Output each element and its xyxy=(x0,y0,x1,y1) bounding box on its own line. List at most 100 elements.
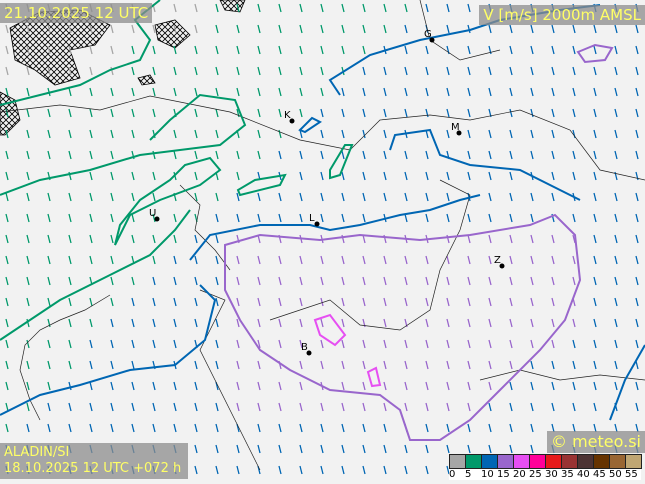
wind-barb xyxy=(635,339,639,349)
legend-swatch xyxy=(465,454,482,469)
wind-barb xyxy=(320,150,324,160)
wind-barb xyxy=(635,276,639,286)
wind-barb xyxy=(5,171,9,181)
wind-barb xyxy=(530,213,534,223)
wind-barb xyxy=(278,213,282,223)
wind-barb xyxy=(5,297,9,307)
legend-tick: 50 xyxy=(609,469,622,480)
wind-barb xyxy=(572,87,576,97)
wind-barb xyxy=(194,108,198,118)
wind-barb xyxy=(404,255,408,265)
wind-barb xyxy=(446,318,450,328)
wind-barb xyxy=(26,255,30,265)
wind-barb xyxy=(404,360,408,370)
brand-logo: © meteo.si xyxy=(546,431,645,453)
wind-barb xyxy=(257,297,261,307)
wind-barb xyxy=(593,339,597,349)
wind-barb xyxy=(446,66,450,76)
wind-barb xyxy=(572,276,576,286)
wind-barb xyxy=(488,24,492,34)
wind-barb xyxy=(278,24,282,34)
wind-barb xyxy=(194,444,198,454)
wind-barb xyxy=(341,402,345,412)
wind-barb xyxy=(152,423,156,433)
wind-barb xyxy=(68,423,72,433)
wind-barb xyxy=(530,318,534,328)
wind-barb xyxy=(5,276,9,286)
wind-barb xyxy=(635,213,639,223)
city-marker xyxy=(429,37,435,43)
wind-barb xyxy=(299,465,303,475)
wind-barb xyxy=(530,150,534,160)
wind-barb xyxy=(110,318,114,328)
wind-barb xyxy=(593,45,597,55)
wind-barb xyxy=(383,24,387,34)
wind-barb xyxy=(215,402,219,412)
wind-barb xyxy=(614,108,618,118)
wind-barb xyxy=(467,276,471,286)
wind-barb xyxy=(236,297,240,307)
wind-barb xyxy=(383,150,387,160)
wind-barb xyxy=(320,360,324,370)
wind-barb xyxy=(383,465,387,475)
wind-barb xyxy=(110,150,114,160)
wind-barb xyxy=(194,45,198,55)
wind-barb xyxy=(68,129,72,139)
wind-barb xyxy=(236,66,240,76)
city-label: M xyxy=(451,122,460,133)
legend-tick: 35 xyxy=(561,469,574,480)
wind-barb xyxy=(68,87,72,97)
wind-barb xyxy=(614,213,618,223)
model-run-label: ALADIN/SI 18.10.2025 12 UTC +072 h xyxy=(0,443,188,479)
wind-barb xyxy=(68,150,72,160)
wind-barb xyxy=(362,108,366,118)
wind-barb xyxy=(215,24,219,34)
legend-tick: 10 xyxy=(481,469,494,480)
wind-barb xyxy=(26,150,30,160)
wind-barb xyxy=(299,66,303,76)
wind-barb xyxy=(551,66,555,76)
wind-barb xyxy=(68,339,72,349)
wind-barb xyxy=(47,45,51,55)
legend-swatch xyxy=(497,454,514,469)
wind-barb xyxy=(446,108,450,118)
wind-barb xyxy=(173,3,177,13)
wind-barb xyxy=(446,276,450,286)
wind-barb xyxy=(278,423,282,433)
city-label: U xyxy=(149,208,156,219)
wind-barb xyxy=(236,444,240,454)
wind-barb xyxy=(236,276,240,286)
wind-barb xyxy=(152,234,156,244)
wind-barb xyxy=(593,108,597,118)
wind-barb xyxy=(341,276,345,286)
wind-barb xyxy=(257,213,261,223)
wind-barb xyxy=(530,276,534,286)
wind-barb xyxy=(26,87,30,97)
wind-barb xyxy=(257,339,261,349)
wind-barb xyxy=(278,192,282,202)
wind-barb xyxy=(278,150,282,160)
wind-barb xyxy=(68,255,72,265)
wind-barb xyxy=(425,444,429,454)
wind-barb xyxy=(341,360,345,370)
wind-barb xyxy=(173,255,177,265)
wind-barb xyxy=(215,129,219,139)
wind-barb xyxy=(383,66,387,76)
wind-barb xyxy=(446,381,450,391)
wind-barb xyxy=(152,192,156,202)
wind-barb xyxy=(131,339,135,349)
city-marker xyxy=(306,350,312,356)
wind-barb xyxy=(530,24,534,34)
wind-barb xyxy=(383,360,387,370)
wind-barb xyxy=(236,24,240,34)
wind-barb xyxy=(299,318,303,328)
wind-barb xyxy=(47,24,51,34)
wind-barb xyxy=(383,297,387,307)
wind-barb xyxy=(425,66,429,76)
wind-barb xyxy=(425,360,429,370)
wind-barb xyxy=(488,276,492,286)
wind-barb xyxy=(5,234,9,244)
wind-barb xyxy=(572,402,576,412)
wind-barb xyxy=(236,360,240,370)
wind-barb xyxy=(488,381,492,391)
